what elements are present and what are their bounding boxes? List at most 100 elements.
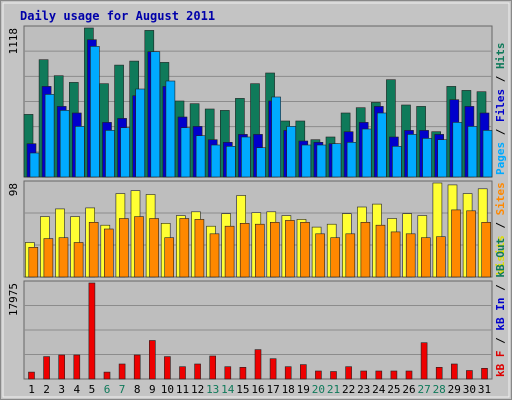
- x-tick-label: 18: [282, 383, 295, 396]
- legend-entry: /: [494, 215, 507, 235]
- legend-entry: /: [494, 331, 507, 351]
- legend-entry: /: [494, 69, 507, 89]
- bar: [226, 146, 236, 178]
- x-tick-label: 8: [134, 383, 141, 396]
- bar: [118, 363, 126, 380]
- series-legend-label: Pages / Files / Hits: [494, 43, 507, 176]
- bar: [90, 46, 100, 178]
- bar: [390, 370, 398, 380]
- bar: [224, 366, 232, 380]
- series-legend-label: kB F / kB In / kB Out: [494, 238, 507, 377]
- legend-entry: Files: [494, 89, 507, 122]
- series-pages: [29, 46, 493, 178]
- bar: [405, 233, 416, 278]
- x-tick-label: 1: [28, 383, 35, 396]
- bar: [376, 112, 387, 178]
- bar: [149, 218, 159, 278]
- bar: [239, 223, 250, 278]
- bar: [88, 222, 99, 278]
- series-sites: [28, 209, 492, 278]
- bar: [43, 356, 50, 380]
- legend-entry: kB Out: [494, 238, 507, 278]
- chart-panels: 1118 Pages / Files / Hits 98 Visits / Sites…: [7, 25, 507, 380]
- bar: [269, 358, 277, 380]
- x-tick-label: 22: [342, 383, 355, 396]
- x-tick-label: 10: [161, 383, 174, 396]
- bar: [360, 370, 368, 380]
- bar: [405, 370, 413, 380]
- bar: [284, 366, 292, 380]
- bar: [194, 363, 201, 380]
- bar: [331, 143, 342, 178]
- x-tick-label: 16: [251, 383, 264, 396]
- bar: [195, 135, 206, 178]
- bar: [88, 282, 96, 380]
- bar: [269, 222, 280, 278]
- bar: [300, 222, 310, 278]
- panel-hits-files-pages: 1118 Pages / Files / Hits: [7, 25, 507, 178]
- bar: [135, 88, 145, 178]
- bar: [103, 371, 111, 380]
- x-tick-label: 4: [73, 383, 80, 396]
- bar: [286, 126, 297, 178]
- x-tick-label: 7: [119, 383, 126, 396]
- bar: [59, 110, 70, 178]
- bar: [164, 356, 171, 380]
- x-tick-label: 15: [236, 383, 249, 396]
- bar: [392, 146, 402, 178]
- bar: [254, 349, 262, 380]
- series-legend-label: Visits / Sites: [494, 182, 507, 275]
- legend-entry: Sites: [494, 182, 507, 215]
- panel-kbytes: 17975 kB F / kB In / kB Out: [7, 238, 507, 380]
- bar: [481, 367, 488, 380]
- chart-title: Daily usage for August 2011: [20, 9, 215, 23]
- legend-entry: Hits: [494, 43, 507, 70]
- bar: [346, 142, 357, 178]
- bar: [315, 370, 322, 380]
- bar: [330, 371, 337, 380]
- bar: [209, 355, 216, 380]
- bar: [28, 247, 39, 278]
- bar: [134, 216, 144, 278]
- bar: [73, 242, 84, 278]
- bar: [361, 128, 372, 178]
- bar: [330, 237, 341, 278]
- x-tick-label: 9: [149, 383, 156, 396]
- bar: [104, 228, 114, 278]
- series-kb-f: [28, 282, 488, 380]
- bar: [451, 209, 461, 278]
- bar: [345, 233, 356, 278]
- x-tick-label: 28: [433, 383, 446, 396]
- bar: [120, 127, 130, 178]
- bar: [179, 218, 190, 278]
- bar: [75, 126, 85, 178]
- bar: [29, 152, 40, 178]
- bar: [28, 371, 35, 380]
- bar: [466, 210, 476, 278]
- x-tick-label: 6: [104, 383, 111, 396]
- bar: [150, 51, 161, 178]
- legend-entry: kB F: [494, 351, 507, 378]
- bar: [241, 136, 251, 178]
- bar: [435, 366, 443, 380]
- x-tick-label: 29: [448, 383, 461, 396]
- bar: [301, 144, 312, 178]
- bar: [481, 222, 492, 278]
- x-tick-label: 23: [357, 383, 370, 396]
- x-tick-label: 31: [478, 383, 491, 396]
- bar: [73, 354, 81, 380]
- bar: [407, 134, 417, 178]
- bar: [436, 236, 446, 278]
- bar: [165, 80, 176, 178]
- bar: [467, 126, 478, 178]
- bar: [239, 366, 247, 380]
- bar: [375, 370, 383, 380]
- bar: [224, 225, 235, 278]
- x-tick-label: 21: [327, 383, 340, 396]
- bar: [316, 144, 327, 178]
- panel-visits-sites: 98 Visits / Sites: [7, 180, 507, 278]
- bar: [375, 224, 386, 278]
- y-axis-max-label: 17975: [7, 283, 20, 316]
